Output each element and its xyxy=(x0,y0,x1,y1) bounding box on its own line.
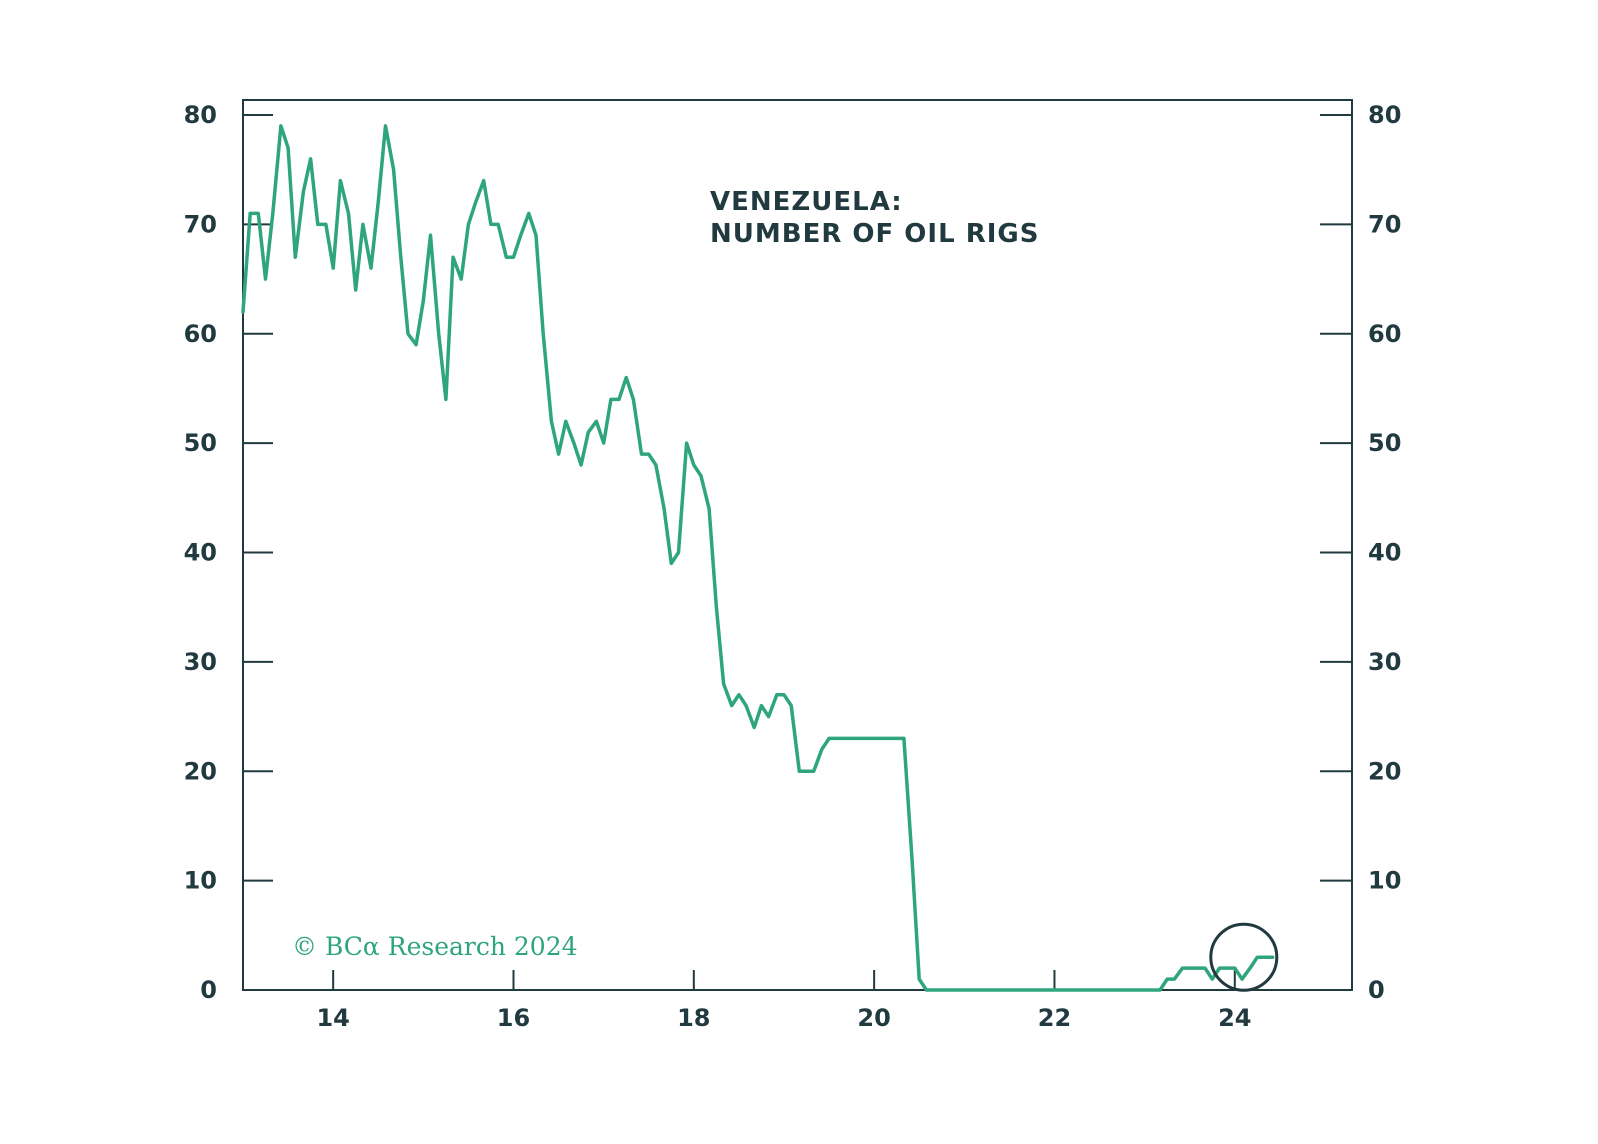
x-tick-label: 14 xyxy=(316,1004,349,1032)
y-tick-label-left: 60 xyxy=(184,320,217,348)
x-tick-label: 16 xyxy=(497,1004,530,1032)
y-tick-label-right: 10 xyxy=(1368,867,1401,895)
x-tick-label: 20 xyxy=(857,1004,890,1032)
y-tick-label-left: 20 xyxy=(184,757,217,785)
right-y-axis: 0 10 20 30 40 50 60 70 80 xyxy=(1320,101,1401,1004)
y-tick-label-right: 80 xyxy=(1368,101,1401,129)
highlight-circle xyxy=(1209,922,1279,992)
left-y-axis: 0 10 20 30 40 50 60 70 80 xyxy=(184,101,273,1004)
y-tick-label-left: 0 xyxy=(200,976,217,1004)
y-tick-label-left: 70 xyxy=(184,210,217,238)
chart-title-line-2: NUMBER OF OIL RIGS xyxy=(710,219,1039,249)
x-axis: 14 16 18 20 22 24 xyxy=(316,970,1251,1032)
y-tick-label-left: 10 xyxy=(184,867,217,895)
x-tick-label: 22 xyxy=(1038,1004,1071,1032)
y-tick-label-left: 30 xyxy=(184,648,217,676)
y-tick-label-right: 0 xyxy=(1368,976,1385,1004)
plot-frame xyxy=(242,99,1353,991)
y-tick-label-left: 80 xyxy=(184,101,217,129)
y-tick-label-right: 30 xyxy=(1368,648,1401,676)
copyright-notice: © BCα Research 2024 xyxy=(292,932,578,961)
y-tick-label-right: 40 xyxy=(1368,539,1401,567)
y-tick-label-right: 20 xyxy=(1368,757,1401,785)
y-tick-label-right: 70 xyxy=(1368,210,1401,238)
x-tick-label: 24 xyxy=(1218,1004,1251,1032)
y-tick-label-right: 50 xyxy=(1368,429,1401,457)
chart-title-line-1: VENEZUELA: xyxy=(710,187,903,217)
y-tick-label-right: 60 xyxy=(1368,320,1401,348)
y-tick-label-left: 50 xyxy=(184,429,217,457)
x-tick-label: 18 xyxy=(677,1004,710,1032)
y-tick-label-left: 40 xyxy=(184,539,217,567)
oil-rigs-series-line xyxy=(241,124,1275,992)
